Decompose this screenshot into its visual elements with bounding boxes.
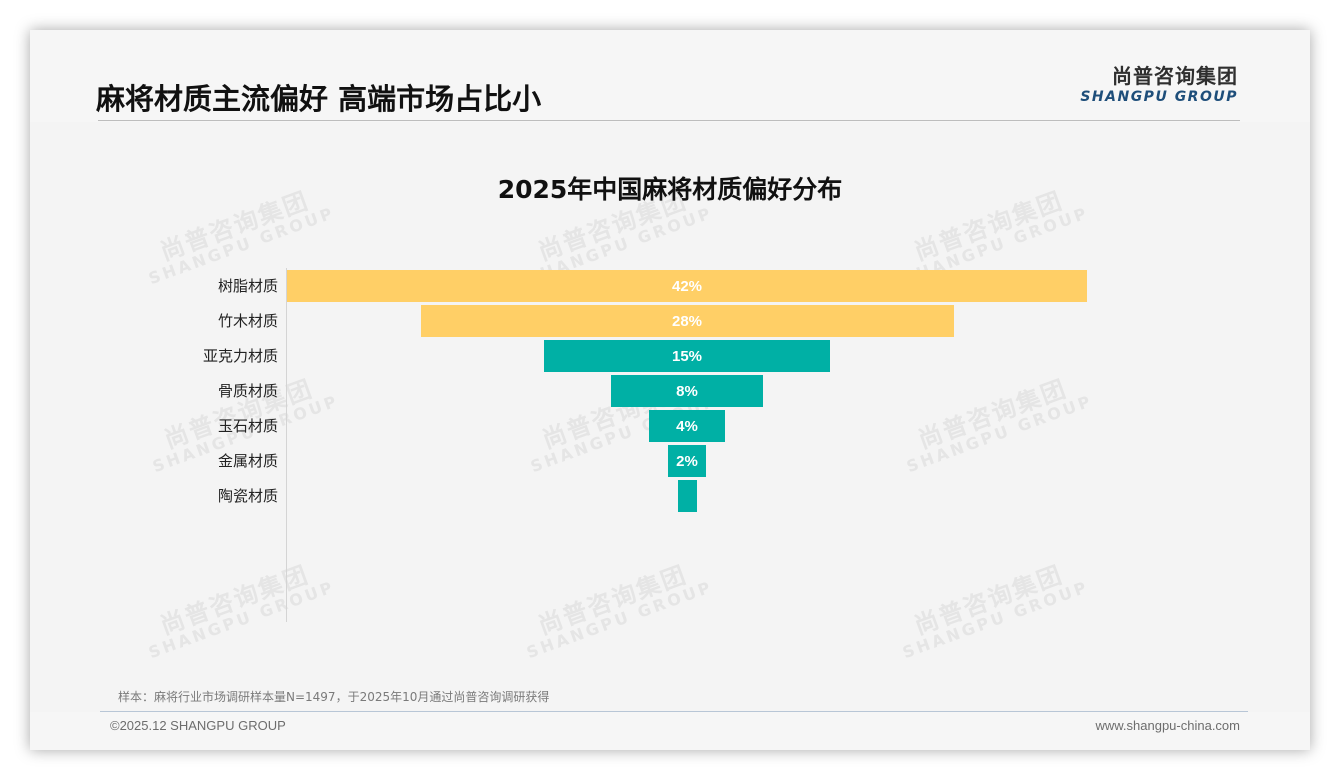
funnel-bar <box>677 480 697 512</box>
bar-value-label: 2% <box>676 452 698 470</box>
bar-value-label: 42% <box>671 277 703 295</box>
category-label: 亚克力材质 <box>202 347 278 365</box>
chart-title: 2025年中国麻将材质偏好分布 <box>497 175 843 204</box>
footer-divider <box>100 711 1248 712</box>
page-title: 麻将材质主流偏好 高端市场占比小 <box>96 82 542 116</box>
category-label: 树脂材质 <box>217 277 278 295</box>
funnel-bar: 28% <box>420 305 954 337</box>
bar-value-label: 8% <box>676 382 698 400</box>
website-link[interactable]: www.shangpu-china.com <box>1095 718 1240 733</box>
category-label: 玉石材质 <box>217 417 278 435</box>
funnel-bar: 2% <box>668 445 706 477</box>
slide: 麻将材质主流偏好 高端市场占比小 尚普咨询集团 SHANGPU GROUP 尚普… <box>30 30 1310 750</box>
funnel-bar: 8% <box>611 375 763 407</box>
header-band <box>30 30 1310 122</box>
category-axis-line <box>286 268 287 622</box>
copyright-text: ©2025.12 SHANGPU GROUP <box>110 718 286 733</box>
watermark: 尚普咨询集团 SHANGPU GROUP <box>903 374 1096 477</box>
funnel-bar: 15% <box>544 340 830 372</box>
funnel-bar: 42% <box>287 270 1087 302</box>
sample-note: 样本：麻将行业市场调研样本量N=1497，于2025年10月通过尚普咨询调研获得 <box>118 690 550 704</box>
bar-value-label: 15% <box>671 347 703 365</box>
logo-en-text: SHANGPU GROUP <box>1080 89 1238 105</box>
funnel-bar: 4% <box>649 410 725 442</box>
category-label: 骨质材质 <box>217 382 278 400</box>
company-logo: 尚普咨询集团 SHANGPU GROUP <box>1080 64 1238 106</box>
watermark: 尚普咨询集团 SHANGPU GROUP <box>145 560 338 663</box>
watermark: 尚普咨询集团 SHANGPU GROUP <box>899 560 1092 663</box>
footer-band <box>30 712 1310 750</box>
category-label: 竹木材质 <box>217 312 278 330</box>
title-divider <box>98 120 1240 121</box>
category-label: 陶瓷材质 <box>217 487 278 505</box>
bar-value-label: 28% <box>671 312 703 330</box>
logo-cn-text: 尚普咨询集团 <box>1112 64 1238 88</box>
category-label: 金属材质 <box>217 452 278 470</box>
bar-value-label: 4% <box>676 417 698 435</box>
watermark: 尚普咨询集团 SHANGPU GROUP <box>523 560 716 663</box>
